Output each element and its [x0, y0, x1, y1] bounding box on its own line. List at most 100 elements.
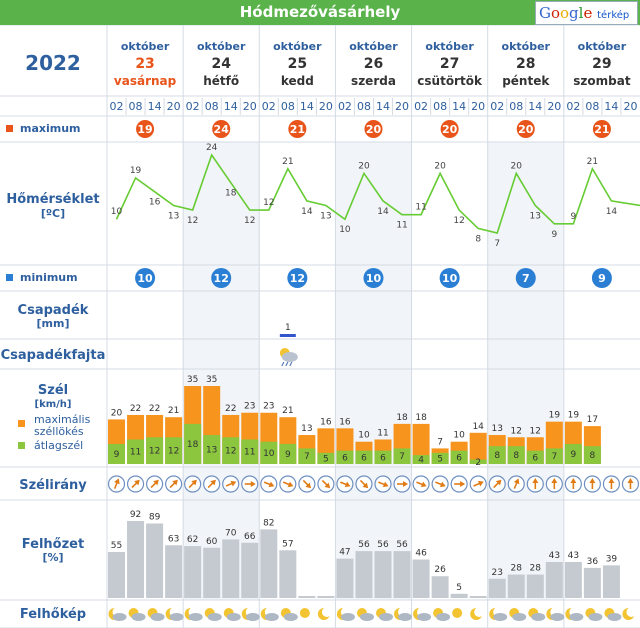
max-badge [136, 120, 155, 138]
cloud-picture-icon [528, 608, 546, 621]
cloud-cover-label: 56 [396, 540, 408, 550]
max-badge [364, 120, 383, 138]
wind-gust-bar [469, 432, 487, 464]
wind-avg-label: 6 [532, 453, 538, 463]
temperature-point-label: 10 [339, 225, 351, 235]
hour-label: 02 [186, 100, 200, 113]
wind-avg-bar [241, 439, 259, 464]
hour-label: 20 [395, 100, 409, 113]
wind-avg-label: 12 [225, 447, 236, 457]
wind-direction-icon [317, 475, 335, 493]
hour-label: 14 [604, 100, 618, 113]
year-label: 2022 [25, 51, 81, 75]
max-value: 20 [518, 123, 534, 136]
cloud-cover-label: 46 [415, 549, 427, 559]
cloud-picture-icon [336, 607, 355, 621]
min-value: 7 [522, 272, 530, 285]
wind-direction-icon [450, 475, 468, 493]
temperature-point-label: 12 [244, 216, 255, 226]
max-badge [516, 120, 535, 138]
cloud-cover-bar [412, 559, 430, 598]
temperature-point-label: 21 [282, 157, 293, 167]
min-value: 10 [137, 272, 153, 285]
cloud-cover-bar [488, 578, 506, 598]
wind-avg-label: 8 [494, 451, 500, 461]
cloud-cover-bar [564, 562, 582, 598]
wind-avg-bar [279, 443, 297, 464]
temperature-row-label: Hőmérséklet [6, 192, 99, 207]
day-number: 23 [135, 56, 154, 72]
cloud-cover-bar [602, 565, 620, 598]
day-band [183, 142, 260, 600]
cloud-cover-label: 36 [587, 557, 599, 567]
cloud-cover-label: 28 [511, 564, 523, 574]
hour-label: 08 [129, 100, 143, 113]
cloud-picture-icon [241, 607, 260, 621]
temperature-point-label: 11 [415, 203, 426, 213]
wind-avg-label: 7 [399, 452, 405, 462]
cloud-cover-bar [279, 550, 297, 598]
cloud-cover-bar [431, 576, 449, 598]
wind-gust-bar [412, 423, 430, 464]
wind-direction-icon [126, 475, 145, 493]
wind-gust-label: 19 [568, 411, 580, 421]
cloud-cover-label: 82 [263, 518, 274, 528]
temperature-point-label: 20 [511, 161, 523, 171]
wind-avg-bar [431, 452, 449, 464]
wind-gust-label: 22 [225, 404, 236, 414]
cloud-cover-bar [526, 574, 544, 598]
temperature-point-label: 13 [168, 211, 179, 221]
wind-gust-label: 21 [282, 406, 293, 416]
wind-avg-bar [165, 437, 183, 464]
hour-label: 08 [433, 100, 447, 113]
hour-label: 14 [224, 100, 238, 113]
min-value: 10 [366, 272, 382, 285]
temperature-point-label: 12 [453, 216, 464, 226]
wind-avg-label: 9 [285, 450, 291, 460]
day-month: október [349, 40, 398, 53]
temperature-point-label: 20 [434, 161, 446, 171]
wind-gust-label: 21 [168, 406, 179, 416]
cloud-picture-icon [204, 608, 222, 621]
wind-direction-icon [260, 475, 278, 493]
min-badge [591, 268, 612, 288]
wind-avg-bar [507, 446, 525, 464]
wind-direction-icon [184, 475, 202, 493]
temperature-point-label: 10 [111, 207, 123, 217]
wind-avg-bar [184, 423, 202, 464]
wind-direction-icon [241, 475, 259, 493]
day-name: péntek [502, 74, 550, 88]
wind-avg-bar [488, 446, 506, 464]
wind-gust-label: 11 [377, 428, 388, 438]
google-map-logo[interactable]: Google térkép [535, 1, 638, 25]
temperature-point-label: 20 [358, 161, 370, 171]
wind-gust-label: 22 [149, 404, 160, 414]
wind-row-label: Szél [38, 383, 68, 398]
hour-label: 20 [471, 100, 485, 113]
wind-avg-label: 11 [244, 448, 255, 458]
cloud-picture-icon [128, 608, 146, 621]
wind-gust-label: 16 [339, 417, 351, 427]
day-name: kedd [281, 74, 314, 88]
cloud-picture-icon [147, 608, 165, 621]
day-number: 25 [288, 56, 307, 72]
hour-label: 20 [547, 100, 561, 113]
temperature-point-label: 11 [396, 221, 407, 231]
cloud-picture-icon [260, 607, 279, 621]
wind-direction-icon [355, 475, 373, 493]
wind-avg-bar [393, 448, 411, 464]
cloud-picture-icon [509, 608, 527, 621]
day-month: október [578, 40, 627, 53]
day-month: október [502, 40, 551, 53]
min-badge [363, 268, 384, 288]
temperature-point-label: 19 [130, 166, 142, 176]
wind-gust-label: 14 [472, 422, 484, 432]
cloud-cover-bar [336, 558, 354, 598]
wind-avg-bar [374, 450, 392, 464]
day-month: október [121, 40, 170, 53]
max-value: 21 [290, 123, 305, 136]
wind-gust-label: 13 [301, 424, 312, 434]
cloud-picture-icon [433, 608, 451, 621]
wind-avg-label: 10 [263, 449, 275, 459]
